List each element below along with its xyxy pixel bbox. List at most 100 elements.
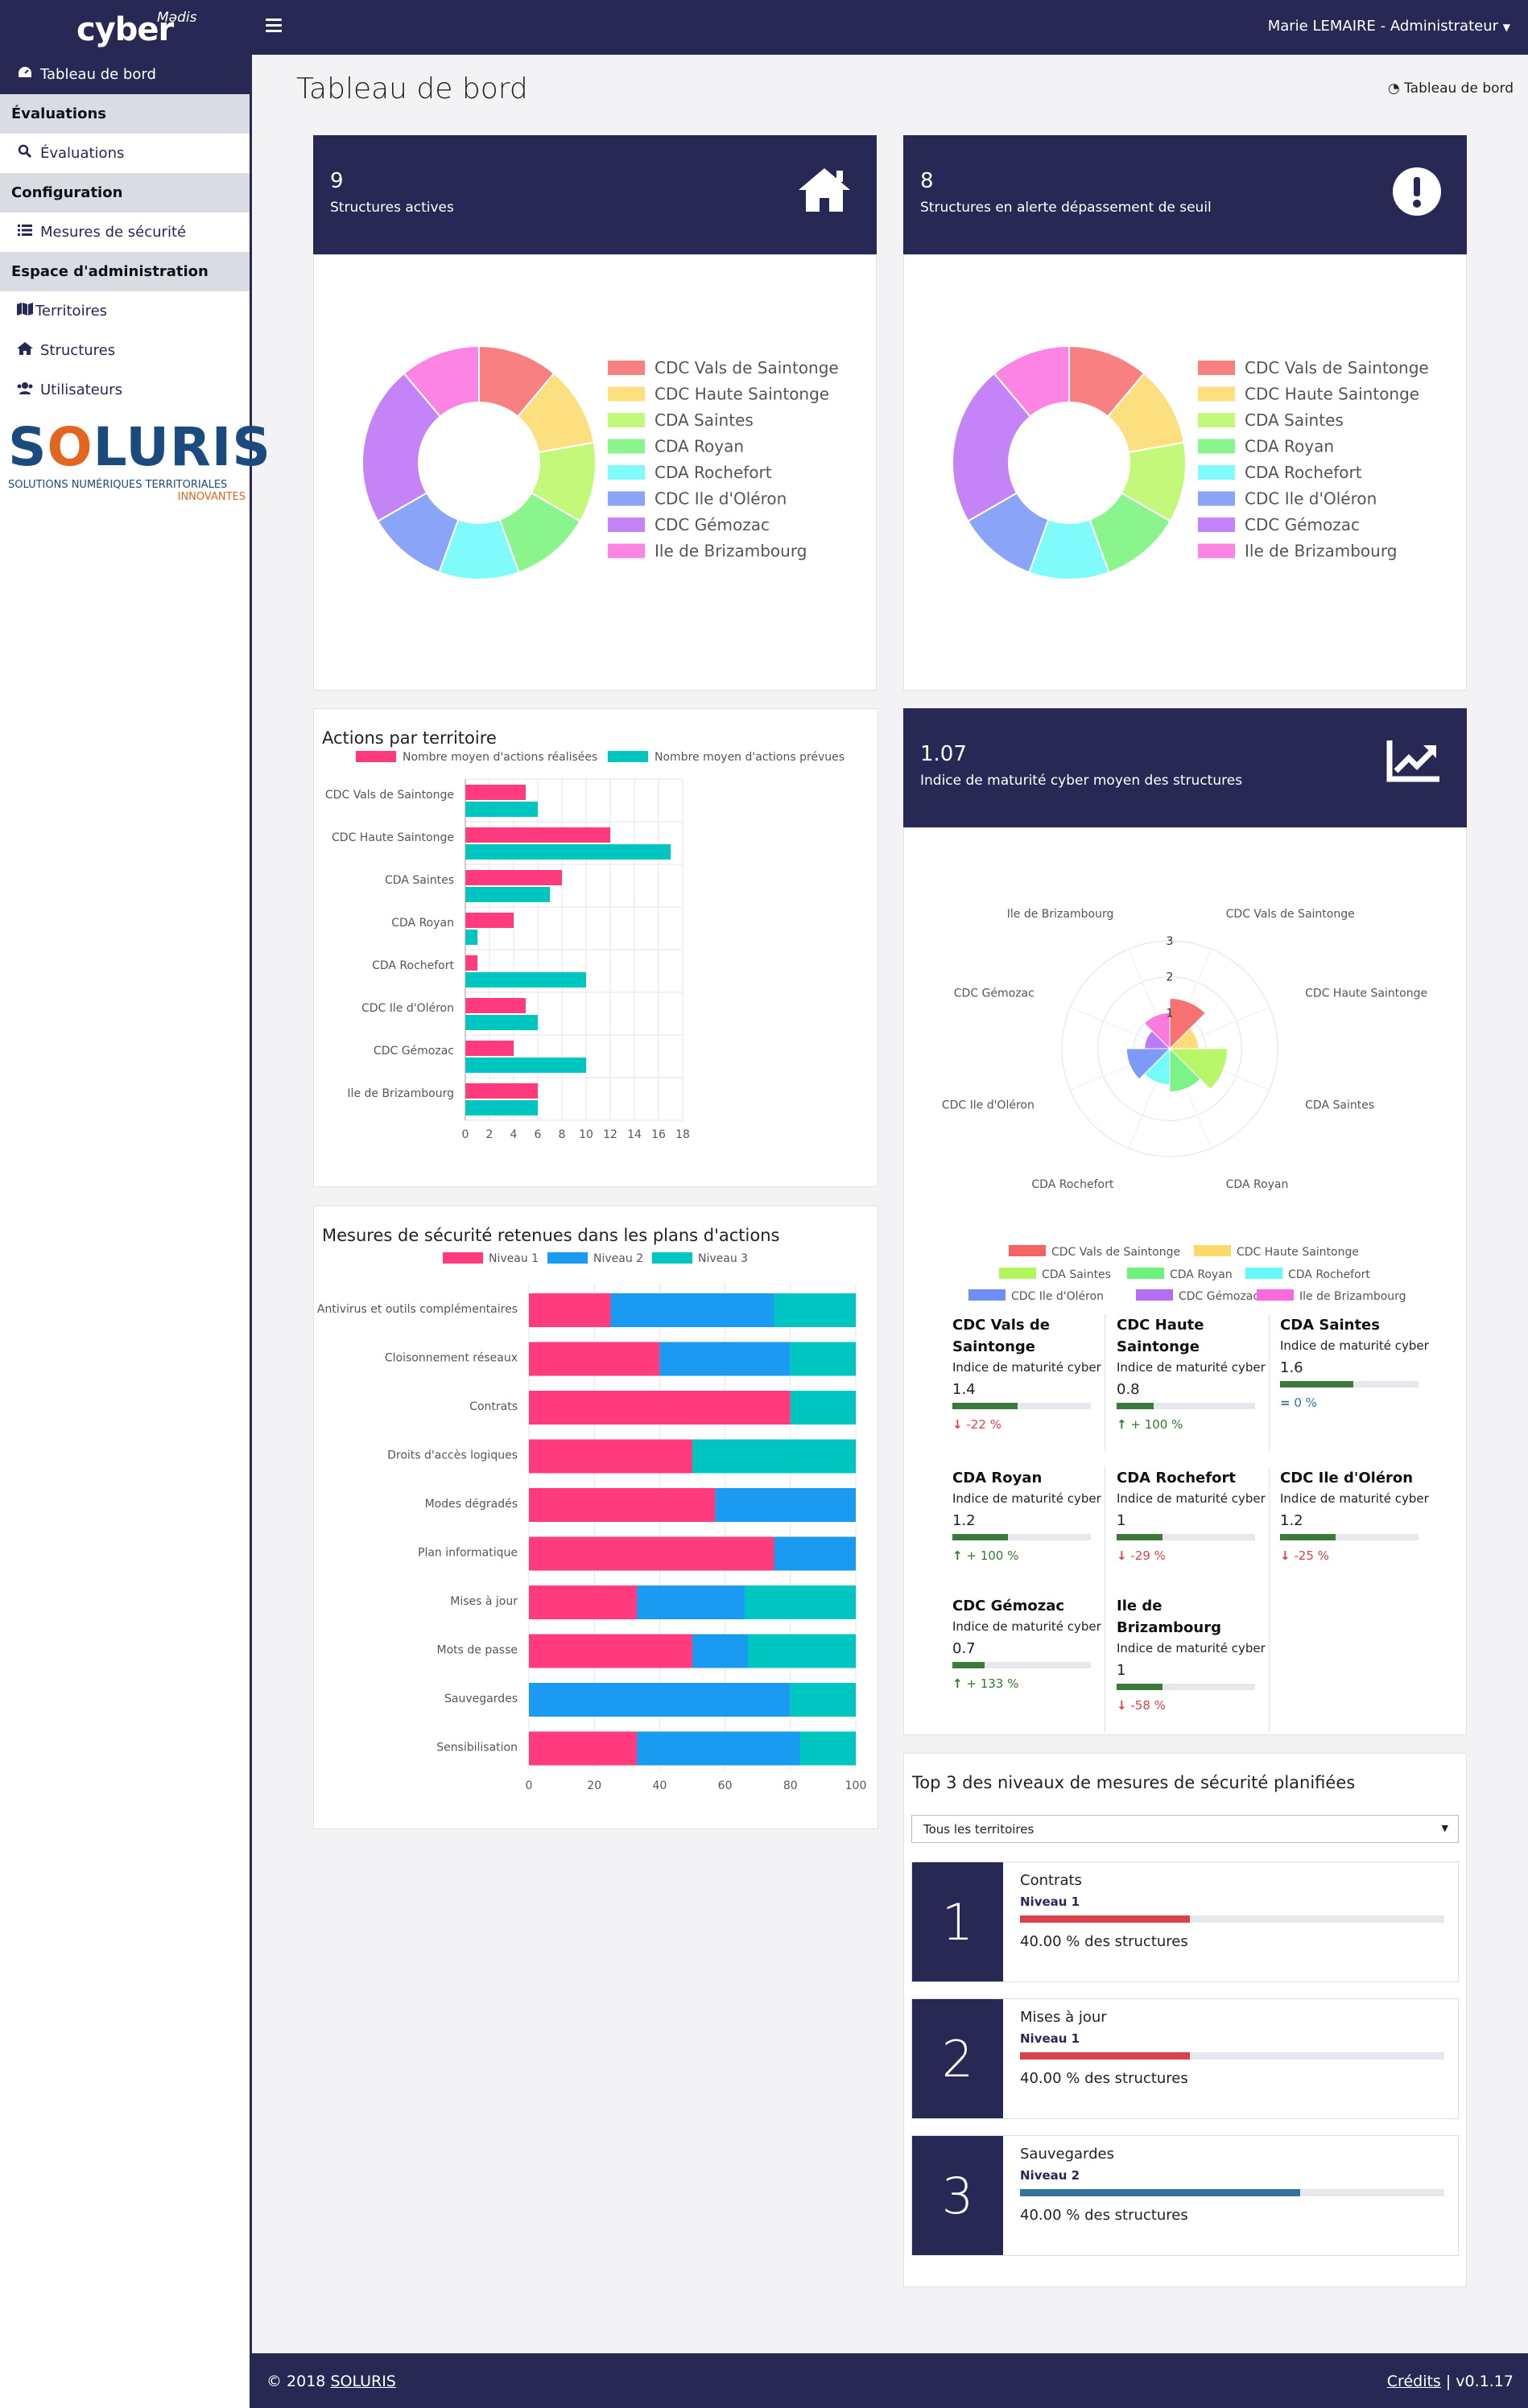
legend-swatch [356, 751, 396, 762]
sidebar-item-utilisateurs[interactable]: Utilisateurs [0, 370, 250, 410]
legend-swatch [608, 751, 648, 762]
y-tick-label: CDC Vals de Saintonge [325, 789, 454, 802]
legend-swatch [652, 1252, 692, 1264]
kpi-maturity: 1.07 Indice de maturité cyber moyen des … [903, 708, 1467, 827]
rank-badge: 1 [912, 1862, 1003, 1981]
legend-swatch [608, 491, 645, 506]
x-tick-label: 0 [462, 1128, 469, 1141]
maturity-value: 1.4 [952, 1381, 976, 1398]
users-icon [16, 381, 34, 398]
maturity-sublabel: Indice de maturité cyber [952, 1360, 1101, 1375]
legend-label: CDA Royan [1245, 437, 1334, 456]
footer-credits-link[interactable]: Crédits [1386, 2373, 1441, 2390]
dashboard-icon: ◔ [1387, 80, 1400, 97]
bar-segment [529, 1439, 692, 1474]
maturity-item: CDA Rochefort Indice de maturité cyber 1… [1117, 1467, 1270, 1604]
territory-select[interactable]: Tous les territoires ▼ [911, 1815, 1459, 1843]
kpi-value: 8 [920, 169, 934, 193]
sidebar-item-dashboard[interactable]: Tableau de bord [0, 55, 250, 94]
bar [465, 887, 550, 902]
donut-slice [993, 344, 1070, 418]
legend-label: CDC Ile d'Oléron [1011, 1290, 1104, 1303]
sidebar-item-label: Tableau de bord [40, 66, 156, 83]
trend-down-icon: ↓ [1117, 1548, 1127, 1563]
menu-toggle-icon[interactable] [266, 19, 282, 32]
breadcrumb[interactable]: ◔ Tableau de bord [1388, 80, 1514, 97]
bar [465, 844, 671, 860]
bar-segment [529, 1731, 637, 1766]
rank-badge: 3 [912, 2136, 1003, 2255]
legend-label: CDA Royan [655, 437, 744, 456]
legend-swatch [1198, 386, 1235, 402]
legend-label: CDC Gémozac [655, 515, 770, 534]
point-label: CDA Saintes [1305, 1099, 1374, 1112]
user-menu[interactable]: Marie LEMAIRE - Administrateur ▼ [1268, 18, 1510, 35]
legend-label: Ile de Brizambourg [655, 542, 807, 561]
maturity-value: 1.6 [1280, 1359, 1303, 1376]
legend-swatch [1198, 543, 1235, 559]
top3-item: 1 Contrats Niveau 1 40.00 % des structur… [911, 1862, 1459, 1982]
y-tick-label: CDA Saintes [385, 874, 454, 887]
radial-grid [1097, 976, 1242, 1121]
sidebar-item-structures[interactable]: Structures [0, 331, 250, 370]
x-tick-label: 12 [603, 1128, 617, 1141]
bar-segment [790, 1391, 856, 1425]
maturity-bar-fill [1280, 1381, 1354, 1387]
maturity-trend: = 0 % [1280, 1396, 1433, 1410]
progress-fill [1020, 2189, 1300, 2196]
legend-swatch [1198, 439, 1235, 454]
footer-brand-link[interactable]: SOLURIS [330, 2373, 396, 2390]
maturity-bar [1280, 1534, 1419, 1540]
legend-label: Ile de Brizambourg [1245, 542, 1397, 561]
measure-percent: 40.00 % des structures [1020, 1933, 1188, 1950]
legend-label: CDC Gémozac [1179, 1290, 1259, 1303]
legend-label: Nombre moyen d'actions prévues [655, 751, 845, 764]
sidebar-item-mesures[interactable]: Mesures de sécurité [0, 212, 250, 252]
legend-swatch [1198, 491, 1235, 506]
sidebar-item-evaluations[interactable]: Évaluations [0, 134, 250, 173]
y-tick-label: Contrats [469, 1400, 518, 1413]
kpi-active-structures: 9 Structures actives [313, 135, 877, 254]
legend-label: CDC Ile d'Oléron [1245, 489, 1377, 509]
trend-eq-icon: = [1280, 1396, 1291, 1410]
bar-segment [610, 1293, 774, 1327]
trend-down-icon: ↓ [1117, 1698, 1127, 1713]
legend-label: CDC Vals de Saintonge [1245, 358, 1429, 377]
progress-bar [1020, 2189, 1444, 2196]
sidebar-item-territoires[interactable]: Territoires [0, 291, 250, 331]
trend-value: + 133 % [966, 1676, 1019, 1691]
legend-swatch [1127, 1268, 1164, 1279]
legend-label: CDC Gémozac [1245, 515, 1360, 534]
maturity-name: CDC Vals de Saintonge [952, 1317, 1050, 1355]
select-value: Tous les territoires [923, 1822, 1034, 1837]
maturity-trend: ↑ + 133 % [952, 1676, 1105, 1691]
legend-swatch [999, 1268, 1036, 1279]
trend-value: -22 % [966, 1417, 1001, 1432]
progress-bar [1020, 1915, 1444, 1923]
brand-name-rest: LURIS [93, 416, 271, 478]
legend-label: CDA Saintes [1245, 410, 1344, 430]
bar-segment [529, 1488, 716, 1522]
bar-segment [529, 1536, 774, 1571]
bar [465, 1083, 538, 1099]
caret-down-icon: ▼ [1441, 1823, 1448, 1833]
legend-swatch [608, 465, 645, 480]
maturity-bar-fill [1117, 1684, 1163, 1690]
maturity-value: 1.2 [952, 1512, 976, 1529]
kpi-label: Indice de maturité cyber moyen des struc… [920, 773, 1243, 789]
y-tick-label: CDC Gémozac [374, 1045, 454, 1058]
top3-item: 3 Sauvegardes Niveau 2 40.00 % des struc… [911, 2135, 1459, 2256]
card-title: Actions par territoire [322, 728, 497, 748]
maturity-item: CDC Ile d'Oléron Indice de maturité cybe… [1280, 1467, 1433, 1563]
legend-swatch [608, 439, 645, 454]
home-icon [16, 342, 34, 359]
map-icon [16, 303, 34, 320]
measure-name: Contrats [1020, 1872, 1082, 1889]
legend-label: Niveau 2 [593, 1252, 643, 1265]
legend-label: CDA Saintes [1042, 1268, 1111, 1281]
measure-level: Niveau 2 [1020, 2168, 1080, 2183]
donut-chart-alert: CDC Vals de Saintonge CDC Haute Saintonge… [952, 344, 1429, 580]
maturity-bar-fill [952, 1403, 1018, 1409]
legend-swatch [608, 361, 645, 375]
bar-segment [529, 1585, 637, 1619]
